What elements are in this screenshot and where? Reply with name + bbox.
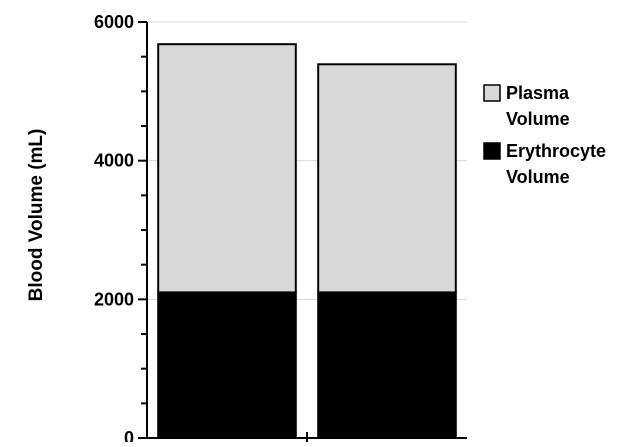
bar-segment [317,63,457,294]
legend-label: Plasma [506,83,570,103]
y-tick-label: 6000 [94,12,134,32]
legend-swatch [483,142,501,160]
y-tick-label: 0 [124,428,134,442]
y-tick-label: 2000 [94,289,134,309]
y-tick-label: 4000 [94,151,134,171]
bars [157,43,457,439]
legend-label: Volume [506,109,570,129]
legend-label: Volume [506,167,570,187]
y-axis-title: Blood Volume (mL) [26,129,47,302]
bar-segment [157,291,297,439]
bar-segment [157,43,297,294]
legend-label: Erythrocyte [506,141,606,161]
y-axis: 0 2000 4000 6000 [94,12,467,447]
legend-swatch [483,84,501,102]
legend: Plasma Volume Erythrocyte Volume [483,83,606,187]
bar-segment [317,291,457,439]
